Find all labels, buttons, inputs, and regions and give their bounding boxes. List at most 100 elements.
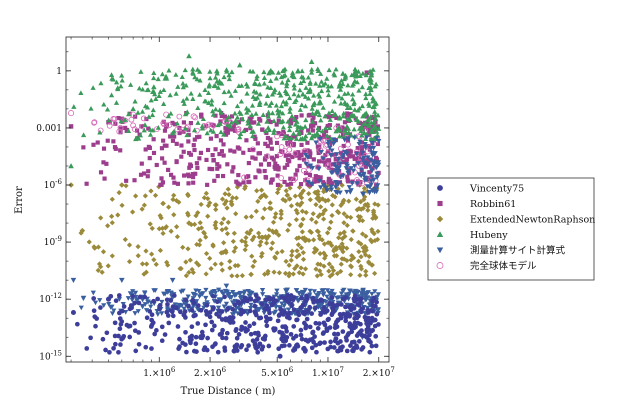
data-point (338, 100, 344, 106)
data-point (268, 78, 274, 83)
data-point (290, 177, 297, 183)
data-point (299, 208, 306, 214)
data-point (139, 161, 144, 166)
data-point (201, 305, 207, 311)
data-point (198, 150, 204, 155)
data-point (149, 251, 155, 257)
data-point (307, 197, 313, 203)
data-point (236, 172, 241, 178)
data-point (93, 323, 98, 329)
data-point (181, 306, 187, 312)
data-point (375, 292, 382, 297)
data-point (338, 268, 344, 275)
data-point (350, 168, 357, 174)
data-point (246, 179, 251, 185)
data-point (129, 305, 134, 311)
data-point (333, 246, 339, 252)
data-point (287, 153, 292, 158)
data-point (293, 136, 300, 141)
data-point (151, 84, 157, 89)
data-point (333, 185, 339, 190)
data-point (303, 309, 309, 315)
data-point (329, 264, 335, 270)
data-point (209, 319, 215, 325)
data-point (248, 306, 254, 311)
data-point (165, 262, 171, 268)
data-point (300, 291, 306, 297)
data-point (198, 201, 204, 208)
data-point (366, 327, 372, 333)
data-point (331, 345, 337, 350)
data-point (114, 79, 120, 85)
data-point (153, 261, 159, 267)
data-point (274, 250, 280, 256)
data-point (319, 196, 326, 202)
data-point (325, 87, 331, 93)
data-point (265, 109, 272, 115)
data-point (126, 259, 133, 265)
data-point (263, 100, 269, 106)
data-point (100, 249, 107, 255)
data-point (218, 261, 224, 267)
data-point (232, 118, 239, 123)
data-point (334, 270, 341, 277)
data-point (162, 128, 168, 133)
data-point (216, 297, 222, 303)
data-point (267, 310, 272, 316)
data-point (221, 173, 226, 179)
data-point (372, 122, 378, 128)
data-point (203, 322, 208, 328)
data-point (130, 293, 136, 299)
data-point (361, 185, 368, 191)
data-point (366, 319, 372, 325)
data-point (101, 146, 107, 151)
data-point (108, 72, 115, 77)
data-point (371, 118, 377, 124)
data-point (190, 66, 196, 72)
data-point (291, 295, 297, 300)
data-point (350, 154, 356, 159)
data-point (282, 88, 289, 94)
data-point (357, 214, 363, 220)
data-point (199, 329, 205, 335)
data-point (164, 124, 169, 129)
data-point (273, 298, 279, 304)
data-point (288, 135, 294, 141)
data-point (176, 113, 183, 120)
data-point (217, 164, 222, 169)
data-point (287, 310, 292, 316)
data-point (116, 349, 121, 355)
data-point (307, 86, 313, 92)
data-point (347, 321, 353, 326)
data-point (253, 293, 259, 298)
data-point (225, 186, 231, 192)
data-point (371, 104, 377, 109)
data-point (352, 66, 358, 72)
data-point (342, 99, 348, 105)
data-point (186, 220, 192, 226)
data-point (151, 70, 157, 76)
data-point (297, 87, 303, 93)
data-point (344, 157, 350, 162)
data-point (281, 332, 286, 338)
data-point (281, 135, 287, 141)
data-point (92, 300, 99, 306)
data-point (164, 143, 169, 148)
data-point (178, 309, 183, 315)
data-point (243, 127, 249, 132)
data-point (188, 340, 193, 346)
data-point (264, 236, 270, 242)
legend-marker (437, 185, 443, 191)
data-point (340, 81, 346, 87)
data-point (280, 124, 286, 130)
data-point (105, 138, 110, 143)
data-point (143, 147, 148, 152)
data-point (298, 332, 304, 338)
data-point (233, 345, 239, 351)
data-point (370, 145, 377, 151)
data-point (312, 179, 317, 184)
data-point (243, 105, 250, 111)
data-point (374, 129, 380, 134)
data-point (214, 311, 219, 317)
